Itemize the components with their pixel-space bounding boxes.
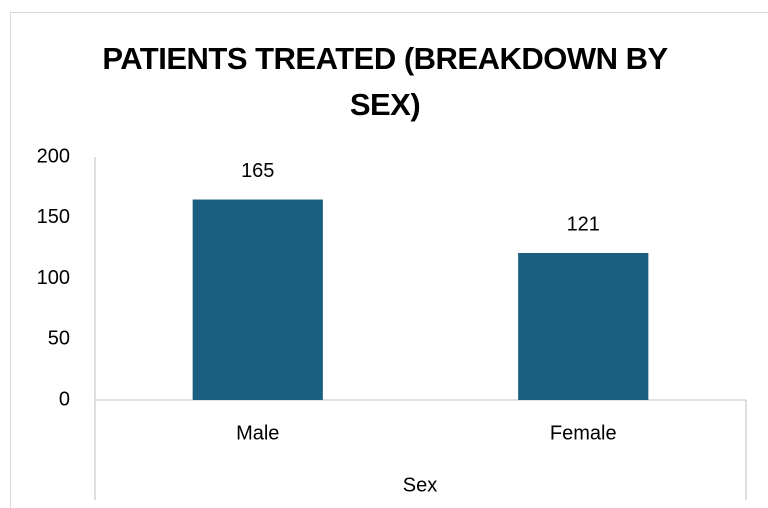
y-tick-label: 0: [59, 388, 70, 410]
y-tick-label: 200: [37, 145, 70, 167]
chart-border: [10, 12, 768, 508]
data-label: 121: [567, 213, 600, 235]
y-tick-label: 100: [37, 267, 70, 289]
y-tick-label: 150: [37, 206, 70, 228]
bar: [192, 199, 323, 400]
bar: [518, 252, 649, 400]
x-tick-label: Female: [550, 422, 617, 444]
y-tick-label: 50: [48, 328, 70, 350]
x-tick-label: Male: [236, 422, 279, 444]
data-label: 165: [241, 160, 274, 182]
x-axis-label: Sex: [403, 474, 437, 496]
chart-title: PATIENTS TREATED (BREAKDOWN BY SEX): [102, 41, 668, 122]
